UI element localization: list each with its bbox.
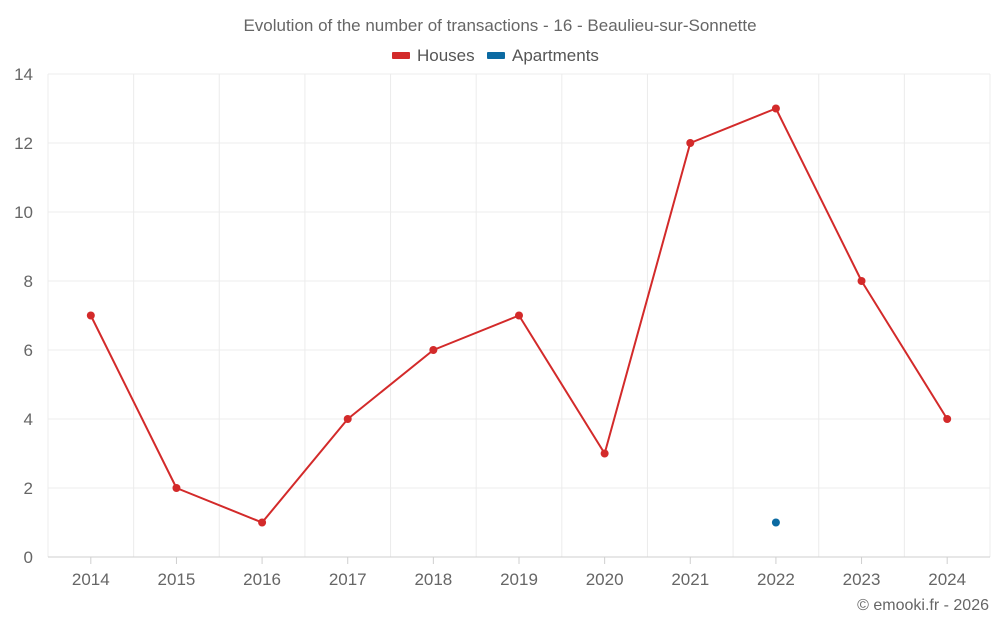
legend: Houses Apartments — [392, 46, 599, 65]
chart-title: Evolution of the number of transactions … — [243, 16, 756, 35]
x-tick-label: 2019 — [500, 570, 538, 589]
y-tick-label: 14 — [14, 65, 33, 84]
x-tick-label: 2016 — [243, 570, 281, 589]
x-tick-label: 2021 — [671, 570, 709, 589]
x-tick-label: 2022 — [757, 570, 795, 589]
credit-text: © emooki.fr - 2026 — [857, 597, 989, 614]
y-tick-label: 4 — [24, 410, 33, 429]
legend-swatch-apartments — [487, 52, 505, 59]
x-tick-label: 2020 — [586, 570, 624, 589]
series — [86, 104, 952, 527]
x-tick-label: 2015 — [158, 570, 196, 589]
data-point-houses[interactable] — [600, 449, 609, 458]
data-point-houses[interactable] — [515, 311, 523, 320]
data-point-houses[interactable] — [343, 415, 352, 423]
legend-label-apartments: Apartments — [512, 46, 599, 65]
data-point-houses[interactable] — [857, 277, 866, 285]
y-tick-label: 10 — [14, 203, 33, 222]
data-point-apartments[interactable] — [771, 518, 780, 527]
x-tick-label: 2014 — [72, 570, 110, 589]
y-tick-label: 0 — [24, 548, 33, 567]
data-point-houses[interactable] — [943, 415, 952, 423]
data-point-houses[interactable] — [258, 518, 267, 527]
data-point-houses[interactable] — [172, 484, 181, 492]
y-tick-label: 6 — [24, 341, 33, 360]
legend-item-houses[interactable]: Houses — [392, 46, 475, 65]
data-point-houses[interactable] — [771, 104, 780, 113]
legend-swatch-houses — [392, 52, 410, 59]
legend-label-houses: Houses — [417, 46, 475, 65]
x-tick-label: 2024 — [928, 570, 966, 589]
y-tick-label: 12 — [14, 134, 33, 153]
legend-item-apartments[interactable]: Apartments — [487, 46, 599, 65]
y-tick-label: 2 — [24, 479, 33, 498]
data-point-houses[interactable] — [429, 346, 438, 354]
x-tick-label: 2017 — [329, 570, 367, 589]
y-tick-label: 8 — [24, 272, 33, 291]
grid — [47, 73, 991, 557]
data-point-houses[interactable] — [86, 311, 95, 320]
x-tick-label: 2023 — [843, 570, 881, 589]
data-point-houses[interactable] — [686, 139, 695, 147]
x-tick-label: 2018 — [414, 570, 452, 589]
axes: 0 2 4 6 8 10 12 14 2014 2015 2016 2017 2018 2019 2020 2… — [14, 65, 990, 589]
